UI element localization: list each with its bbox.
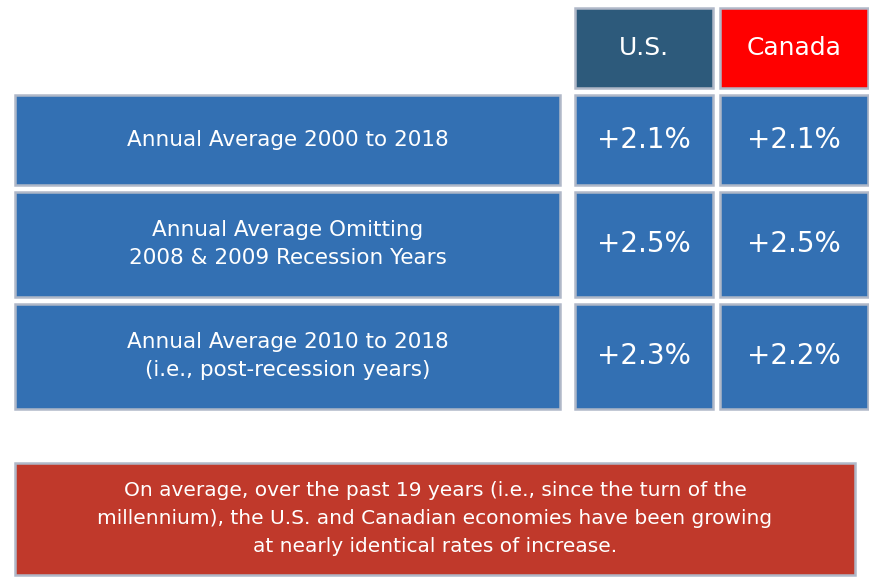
Text: Annual Average Omitting
2008 & 2009 Recession Years: Annual Average Omitting 2008 & 2009 Rece… (129, 220, 446, 269)
Text: +2.2%: +2.2% (746, 342, 840, 370)
Text: On average, over the past 19 years (i.e., since the turn of the
millennium), the: On average, over the past 19 years (i.e.… (97, 482, 772, 556)
Text: +2.1%: +2.1% (596, 126, 690, 154)
Text: Annual Average 2010 to 2018
(i.e., post-recession years): Annual Average 2010 to 2018 (i.e., post-… (127, 332, 448, 380)
FancyBboxPatch shape (574, 192, 713, 297)
Text: +2.1%: +2.1% (746, 126, 840, 154)
FancyBboxPatch shape (574, 95, 713, 185)
FancyBboxPatch shape (574, 304, 713, 409)
Text: U.S.: U.S. (618, 36, 668, 60)
FancyBboxPatch shape (15, 463, 854, 575)
FancyBboxPatch shape (720, 192, 867, 297)
FancyBboxPatch shape (720, 95, 867, 185)
FancyBboxPatch shape (720, 304, 867, 409)
FancyBboxPatch shape (15, 304, 560, 409)
FancyBboxPatch shape (720, 8, 867, 88)
Text: +2.5%: +2.5% (746, 230, 840, 259)
Text: +2.5%: +2.5% (596, 230, 690, 259)
FancyBboxPatch shape (15, 95, 560, 185)
Text: Canada: Canada (746, 36, 840, 60)
FancyBboxPatch shape (574, 8, 713, 88)
FancyBboxPatch shape (15, 192, 560, 297)
Text: Annual Average 2000 to 2018: Annual Average 2000 to 2018 (127, 130, 448, 150)
Text: +2.3%: +2.3% (596, 342, 690, 370)
